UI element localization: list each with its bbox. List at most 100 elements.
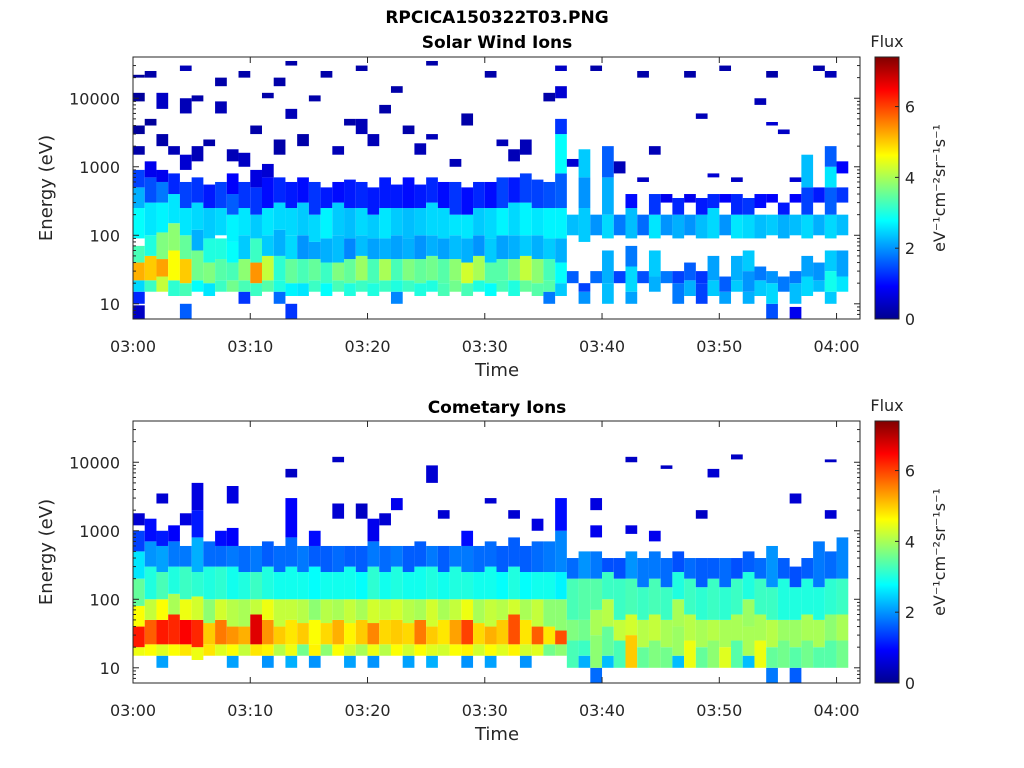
spectrogram-cell (168, 566, 180, 594)
spectrogram-cell (555, 644, 567, 656)
spectrogram-cell (719, 65, 732, 71)
spectrogram-cell (449, 214, 462, 236)
spectrogram-cell (285, 283, 298, 296)
spectrogram-cell (695, 198, 708, 215)
spectrogram-cell (379, 280, 391, 292)
spectrogram-cell (742, 291, 755, 304)
spectrogram-cell (742, 551, 755, 573)
spectrogram-cell (437, 259, 450, 284)
spectrogram-cell (437, 283, 450, 296)
spectrogram-cell (168, 223, 180, 251)
spectrogram-cell (179, 513, 192, 526)
spectrogram-cell (238, 259, 251, 281)
spectrogram-cell (508, 259, 520, 281)
spectrogram-cell (308, 259, 321, 281)
colorbar-tick-label: 2 (905, 239, 915, 258)
spectrogram-cell (203, 566, 216, 600)
spectrogram-cell (602, 599, 614, 627)
spectrogram-cell (461, 214, 474, 239)
spectrogram-cell (578, 551, 591, 579)
spectrogram-cell (203, 541, 216, 567)
spectrogram-cell (824, 271, 837, 292)
spectrogram-cell (402, 623, 415, 645)
spectrogram-cell (789, 214, 802, 236)
spectrogram-cell (801, 214, 814, 239)
spectrogram-cell (261, 255, 274, 281)
spectrogram-cell (484, 238, 497, 263)
spectrogram-cell (684, 578, 696, 615)
spectrogram-cell (179, 98, 192, 114)
spectrogram-cell (707, 558, 720, 579)
spectrogram-cell (285, 303, 298, 319)
spectrogram-cell (742, 214, 755, 239)
spectrogram-cell (461, 655, 474, 668)
spectrogram-cell (285, 259, 298, 284)
spectrogram-cell (238, 208, 251, 236)
spectrogram-cell (402, 655, 415, 668)
spectrogram-cell (473, 280, 485, 292)
spectrogram-cell (824, 166, 837, 188)
x-tick-label: 03:40 (579, 337, 625, 356)
spectrogram-cell (402, 280, 415, 292)
spectrogram-cell (426, 280, 438, 292)
spectrogram-cell (625, 208, 638, 239)
spectrogram-cell (367, 214, 380, 239)
spectrogram-cell (473, 644, 485, 656)
spectrogram-cell (496, 177, 509, 209)
spectrogram-cell (273, 229, 286, 256)
spectrogram-cell (156, 545, 169, 573)
spectrogram-cell (332, 503, 345, 519)
spectrogram-cell (344, 283, 356, 296)
spectrogram-cell (590, 551, 603, 579)
spectrogram-cell (508, 644, 520, 656)
spectrogram-cell (437, 238, 450, 260)
spectrogram-cell (308, 644, 321, 656)
y-axis-label: Energy (eV) (36, 499, 57, 605)
spectrogram-cell (226, 173, 239, 195)
spectrogram-cell (355, 208, 368, 236)
spectrogram-cell (813, 262, 825, 281)
spectrogram-cell (496, 644, 509, 656)
spectrogram-cell (590, 65, 603, 71)
spectrogram-cell (637, 177, 649, 182)
spectrogram-cell (695, 587, 708, 620)
spectrogram-cell (695, 214, 708, 239)
spectrogram-cell (613, 578, 626, 620)
spectrogram-cell (578, 149, 591, 178)
spectrogram-cell (543, 626, 556, 645)
spectrogram-cell (719, 558, 732, 588)
spectrogram-cell (473, 572, 485, 600)
x-tick-label: 03:30 (462, 701, 508, 720)
spectrogram-cell (226, 527, 239, 546)
spectrogram-cell (191, 596, 204, 620)
spectrogram-cell (660, 465, 673, 469)
spectrogram-cell (578, 283, 591, 292)
spectrogram-cell (367, 623, 380, 645)
spectrogram-cell (297, 599, 309, 624)
spectrogram-cell (824, 146, 837, 167)
x-tick-label: 03:00 (110, 701, 156, 720)
spectrogram-cell (191, 229, 204, 251)
spectrogram-cell (508, 566, 520, 600)
spectrogram-cell (449, 545, 462, 567)
spectrogram-cell (742, 271, 755, 292)
spectrogram-cell (390, 599, 403, 620)
spectrogram-cell (355, 599, 368, 620)
spectrogram-cell (191, 146, 204, 162)
spectrogram-cell (156, 572, 169, 600)
spectrogram-cell (602, 558, 614, 573)
spectrogram-cell (402, 572, 415, 600)
spectrogram-cell (555, 572, 567, 600)
spectrogram-cell (133, 551, 145, 579)
spectrogram-cell (156, 276, 169, 292)
spectrogram-cell (426, 655, 438, 668)
spectrogram-cell (625, 456, 638, 463)
spectrogram-cell (543, 599, 556, 627)
spectrogram-cell (637, 587, 649, 620)
spectrogram-cell (684, 262, 696, 281)
spectrogram-cell (238, 70, 251, 78)
spectrogram-cell (836, 614, 849, 641)
spectrogram-cell (390, 545, 403, 567)
spectrogram-cell (203, 599, 216, 624)
spectrogram-cell (731, 640, 743, 668)
